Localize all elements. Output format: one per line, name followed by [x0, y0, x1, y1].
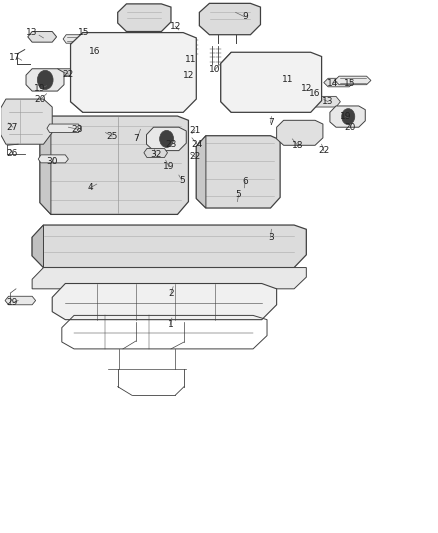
Polygon shape: [40, 116, 188, 214]
Circle shape: [342, 109, 355, 125]
Polygon shape: [26, 69, 64, 91]
Polygon shape: [304, 87, 319, 94]
Text: 19: 19: [163, 162, 174, 171]
Text: 12: 12: [183, 70, 194, 79]
Circle shape: [250, 56, 293, 109]
Text: 7: 7: [133, 134, 139, 143]
Circle shape: [100, 54, 135, 96]
Text: 28: 28: [71, 125, 83, 134]
Text: 22: 22: [318, 146, 329, 155]
Text: 13: 13: [25, 28, 37, 37]
Text: 24: 24: [191, 140, 203, 149]
Polygon shape: [63, 35, 102, 43]
Text: 2: 2: [168, 288, 174, 297]
Text: 16: 16: [309, 89, 321, 98]
Text: 7: 7: [268, 118, 274, 127]
Circle shape: [271, 74, 279, 85]
Polygon shape: [5, 296, 35, 305]
Text: 23: 23: [165, 140, 177, 149]
Text: 16: 16: [89, 47, 100, 55]
Polygon shape: [324, 78, 353, 87]
Polygon shape: [147, 127, 186, 151]
Text: 3: 3: [268, 233, 274, 242]
Text: 22: 22: [189, 152, 201, 161]
Text: 1: 1: [168, 320, 174, 329]
Polygon shape: [40, 116, 51, 214]
Polygon shape: [221, 52, 321, 112]
Text: 32: 32: [150, 150, 161, 159]
Polygon shape: [38, 155, 68, 163]
Polygon shape: [88, 44, 101, 51]
Text: 15: 15: [78, 28, 89, 37]
Polygon shape: [311, 96, 340, 107]
Polygon shape: [32, 225, 306, 268]
Circle shape: [152, 63, 172, 87]
Text: 27: 27: [7, 123, 18, 132]
Circle shape: [108, 63, 127, 87]
Text: 13: 13: [322, 97, 334, 106]
Polygon shape: [196, 136, 206, 208]
Polygon shape: [144, 149, 167, 158]
Text: 4: 4: [88, 183, 93, 192]
Polygon shape: [52, 284, 277, 320]
Circle shape: [159, 131, 173, 148]
Text: 30: 30: [46, 157, 57, 166]
Polygon shape: [71, 33, 196, 112]
Polygon shape: [196, 136, 280, 208]
Text: 11: 11: [282, 75, 294, 84]
Text: 6: 6: [242, 177, 248, 186]
Text: 26: 26: [7, 149, 18, 158]
Polygon shape: [47, 124, 81, 133]
Polygon shape: [28, 31, 57, 42]
Polygon shape: [71, 33, 83, 112]
Text: 29: 29: [7, 298, 18, 307]
Text: 18: 18: [292, 141, 304, 150]
Text: 12: 12: [300, 84, 312, 93]
Polygon shape: [221, 52, 231, 112]
Polygon shape: [32, 225, 43, 268]
Text: 11: 11: [185, 55, 196, 63]
Text: 12: 12: [170, 22, 181, 31]
Text: 22: 22: [63, 70, 74, 78]
Text: 5: 5: [236, 190, 241, 199]
Circle shape: [271, 62, 279, 72]
Text: 20: 20: [34, 94, 46, 103]
Text: 9: 9: [242, 12, 248, 21]
Polygon shape: [32, 268, 306, 289]
Text: 14: 14: [327, 78, 338, 87]
Text: 21: 21: [189, 126, 201, 135]
Text: 17: 17: [9, 53, 21, 62]
Text: 10: 10: [209, 66, 220, 74]
Text: 15: 15: [344, 78, 356, 87]
Polygon shape: [199, 3, 261, 35]
Text: 5: 5: [179, 176, 185, 185]
Polygon shape: [1, 99, 52, 144]
Polygon shape: [335, 76, 371, 85]
Text: 25: 25: [106, 132, 118, 141]
Polygon shape: [57, 69, 73, 76]
Polygon shape: [118, 4, 171, 31]
Circle shape: [259, 68, 284, 98]
Polygon shape: [330, 106, 365, 127]
Text: 20: 20: [344, 123, 356, 132]
Text: 19: 19: [340, 112, 351, 121]
Polygon shape: [277, 120, 323, 146]
Text: 19: 19: [34, 84, 46, 93]
Circle shape: [145, 54, 180, 96]
Circle shape: [37, 70, 53, 90]
